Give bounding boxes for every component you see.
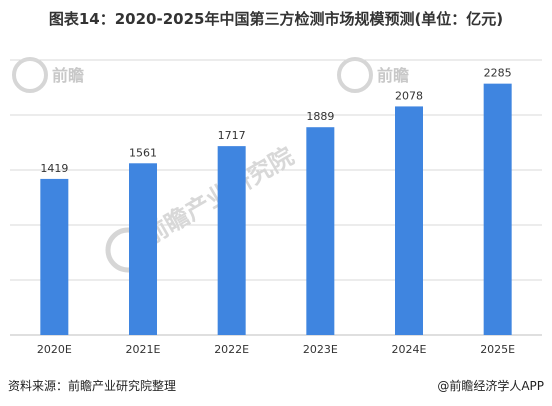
watermark-logo-top-right: 前瞻 [337, 57, 409, 93]
gridlines [10, 59, 542, 336]
x-tick-2022E: 2022E [214, 343, 249, 356]
value-label-2025E: 2285 [484, 67, 512, 80]
bar-2023E [306, 127, 335, 336]
bar-2022E [217, 146, 246, 335]
x-tick-2023E: 2023E [303, 343, 338, 356]
x-tick-2025E: 2025E [480, 343, 515, 356]
bar-2024E [395, 106, 423, 335]
chart-title: 图表14：2020-2025年中国第三方检测市场规模预测(单位：亿元) [48, 10, 504, 28]
x-tick-2021E: 2021E [126, 343, 161, 356]
value-label-2020E: 1419 [40, 162, 68, 175]
value-label-2022E: 1717 [218, 129, 246, 142]
source-note: 资料来源：前瞻产业研究院整理 [8, 379, 177, 393]
x-tick-labels: 2020E 2021E 2022E 2023E 2024E 2025E [37, 343, 515, 356]
watermark-logo-text: 前瞻 [377, 66, 409, 85]
watermark-logo-top-left: 前瞻 [12, 57, 84, 93]
watermark-layer: 前瞻 前瞻 前瞻产业研究院 [12, 57, 409, 273]
bar-2025E [483, 83, 512, 336]
bar-chart: 前瞻 前瞻 前瞻产业研究院 1419 1561 1717 1889 2078 2285 2… [10, 57, 542, 356]
brand-credit: @前瞻经济学人APP [437, 379, 544, 393]
bar-2021E [129, 163, 157, 335]
value-label-2023E: 1889 [306, 110, 334, 123]
x-tick-2024E: 2024E [392, 343, 427, 356]
value-label-2024E: 2078 [395, 89, 423, 102]
value-labels: 1419 1561 1717 1889 2078 2285 [40, 67, 511, 175]
bars [40, 83, 512, 336]
x-tick-2020E: 2020E [37, 343, 72, 356]
watermark-logo-text: 前瞻 [52, 66, 84, 85]
bar-2020E [40, 178, 69, 335]
value-label-2021E: 1561 [129, 146, 157, 159]
